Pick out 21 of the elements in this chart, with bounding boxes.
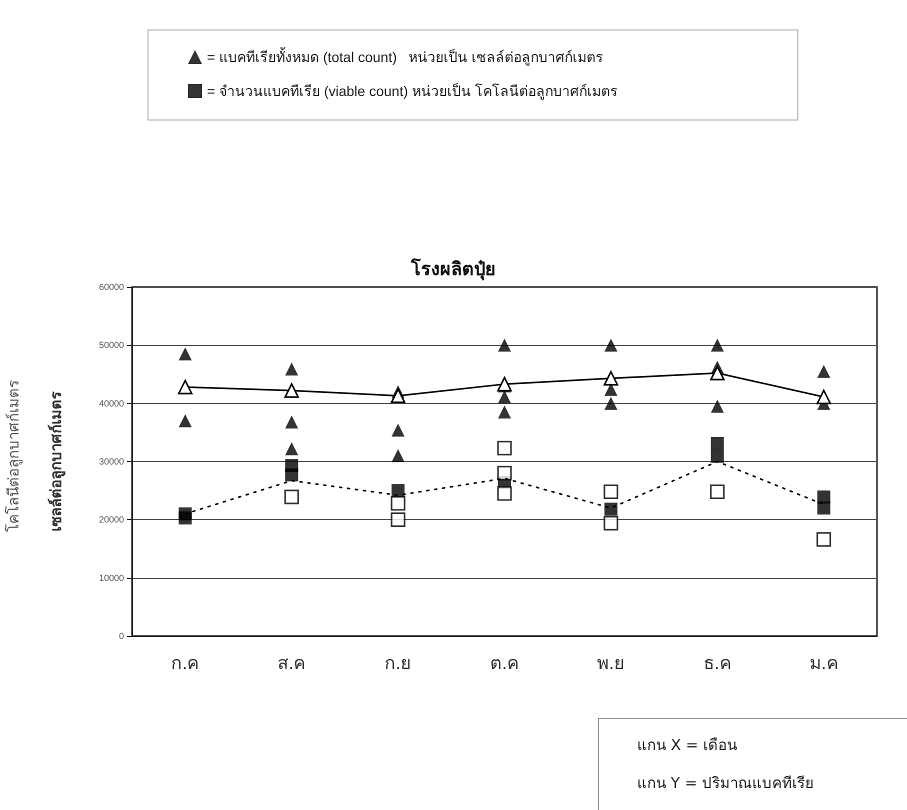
x-tick-label: ส.ค [278, 653, 306, 673]
x-tick-label: พ.ย [596, 653, 625, 673]
y-tick-label: 10000 [98, 572, 124, 583]
y-tick-label: 50000 [98, 340, 124, 350]
x-tick-label: ต.ค [490, 653, 520, 673]
text: โคโลนีต่อลูกบาศก์เมตร [4, 380, 22, 532]
y-axis-title: เซลล์ต่อลูกบาศก์เมตร [47, 390, 66, 532]
legend-label: = แบคทีเรียทั้งหมด (total count) หน่วยเป็น เซลล์ต่อลูกบาศก์เมตร [207, 47, 604, 66]
x-tick-label: ม.ค [809, 653, 838, 673]
x-tick-label: ก.ค [171, 653, 200, 673]
legend-label: = จำนวนแบคทีเรีย (viable count) หน่วยเป็น โคโลนีต่อลูกบาศก์เมตร [207, 82, 618, 100]
y-tick-label: 20000 [98, 514, 124, 525]
chart-title: โรงผลิตปุ๋ย [410, 258, 496, 281]
x-tick-label: ธ.ค [703, 653, 732, 673]
text: แกน X = เดือน [637, 735, 738, 756]
y-tick-label: 0 [118, 631, 124, 641]
text: แกน Y = ปริมาณแบคทีเรีย [637, 773, 816, 794]
y-tick-label: 60000 [98, 282, 124, 292]
y-tick-label: 40000 [98, 398, 124, 408]
y-tick-label: 30000 [98, 456, 124, 466]
x-tick-label: ก.ย [384, 653, 412, 673]
